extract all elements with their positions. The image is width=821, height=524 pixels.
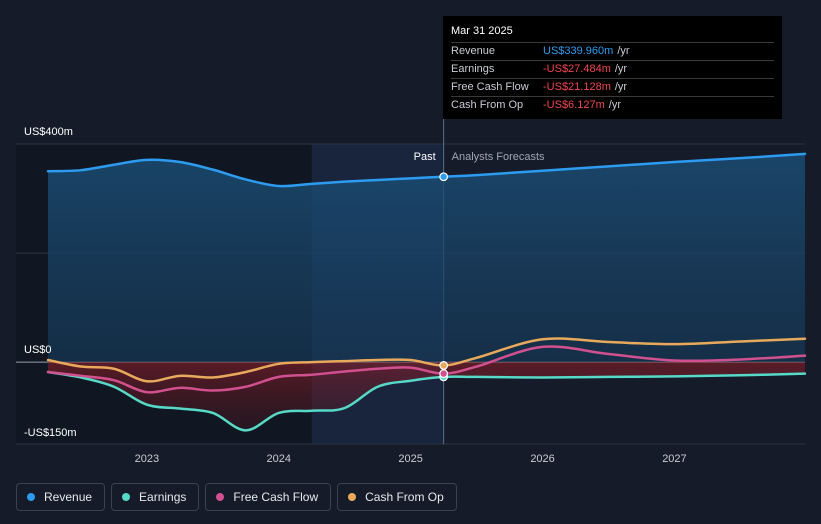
series-lines <box>46 152 807 432</box>
legend-item-earnings[interactable]: Earnings <box>111 483 200 511</box>
y-label-zero: US$0 <box>24 344 52 356</box>
tooltip-unit: /yr <box>617 45 630 57</box>
tooltip-value: -US$21.128m <box>543 81 611 93</box>
revenue-area <box>48 153 805 363</box>
forecast-label: Analysts Forecasts <box>452 151 545 163</box>
x-tick-label: 2025 <box>398 453 422 465</box>
legend-label: Revenue <box>44 490 93 504</box>
earnings-area <box>48 362 805 431</box>
series-markers <box>439 172 449 382</box>
legend-dot-icon <box>122 493 131 501</box>
legend-dot-icon <box>27 493 35 501</box>
tooltip-unit: /yr <box>614 81 628 93</box>
tooltip-label: Earnings <box>451 63 495 75</box>
tooltip-value: -US$6.127m <box>543 99 605 111</box>
tooltip-unit: /yr <box>608 99 621 111</box>
tooltip-unit: /yr <box>614 63 628 75</box>
y-label-top: US$400m <box>24 126 73 138</box>
series-fills <box>48 153 805 431</box>
axis-labels: US$400m US$0 -US$150m 2023 2024 2025 2026 2027 P… <box>24 126 687 465</box>
tooltip-label: Cash From Op <box>451 99 524 111</box>
legend-item-cash-from-op[interactable]: Cash From Op <box>337 483 457 511</box>
tooltip-row-earnings: Earnings -US$27.484m /yr <box>451 61 774 79</box>
legend-label: Earnings <box>139 490 187 504</box>
legend-label: Cash From Op <box>365 490 444 504</box>
free-cash-flow-marker <box>439 369 449 379</box>
tooltip-row-cash-from-op: Cash From Op -US$6.127m /yr <box>451 97 774 114</box>
x-tick-label: 2026 <box>530 453 554 465</box>
tooltip-value: US$339.960m <box>543 45 614 57</box>
past-label: Past <box>414 151 436 163</box>
legend: Revenue Earnings Free Cash Flow Cash Fro… <box>16 483 457 511</box>
legend-dot-icon <box>348 493 357 501</box>
x-tick-label: 2024 <box>267 453 291 465</box>
y-label-bottom: -US$150m <box>24 427 77 439</box>
x-tick-label: 2027 <box>662 453 686 465</box>
x-tick-label: 2023 <box>135 453 159 465</box>
revenue-line <box>46 152 807 188</box>
legend-label: Free Cash Flow <box>233 490 319 504</box>
tooltip-row-free-cash-flow: Free Cash Flow -US$21.128m /yr <box>451 79 774 97</box>
tooltip-row-revenue: Revenue US$339.960m /yr <box>451 43 774 61</box>
tooltip-date: Mar 31 2025 <box>451 23 774 43</box>
tooltip-label: Free Cash Flow <box>451 81 529 93</box>
legend-item-free-cash-flow[interactable]: Free Cash Flow <box>205 483 332 511</box>
legend-dot-icon <box>216 493 225 501</box>
revenue-marker <box>439 172 449 182</box>
legend-item-revenue[interactable]: Revenue <box>16 483 106 511</box>
tooltip-panel: Mar 31 2025 Revenue US$339.960m /yr Earn… <box>443 16 782 119</box>
free-cash-flow-line <box>46 345 807 394</box>
cash-from-op-marker <box>439 361 449 370</box>
tooltip-label: Revenue <box>451 45 496 57</box>
tooltip-value: -US$27.484m <box>543 63 611 75</box>
cash-from-op-line <box>46 337 807 383</box>
earnings-line <box>46 370 807 432</box>
